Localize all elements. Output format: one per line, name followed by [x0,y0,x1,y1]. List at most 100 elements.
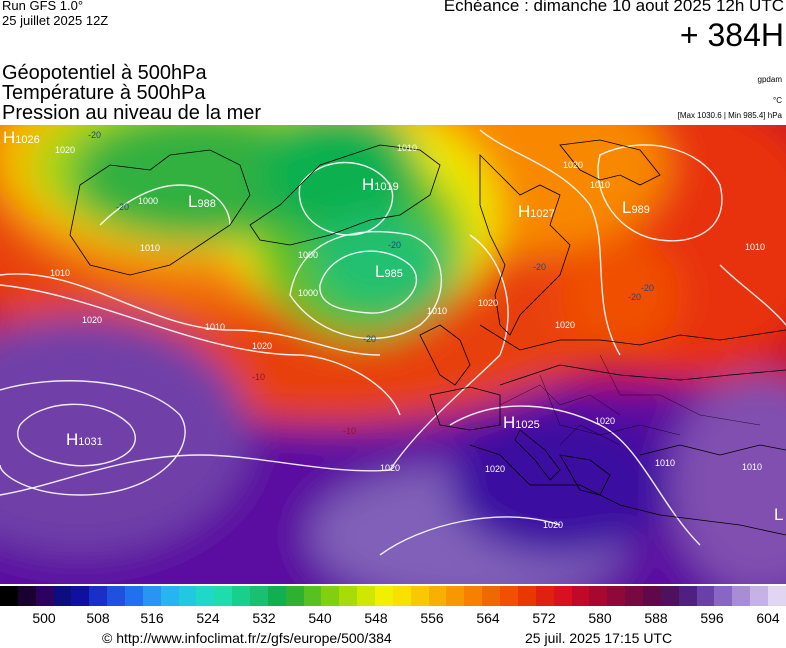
isobar-label: 1020 [252,341,273,351]
colorbar-swatch [35,586,54,606]
colorbar-swatch [482,586,501,606]
coastlines [69,139,786,536]
isobar-label: 1020 [55,145,76,155]
colorbar-tick: 556 [420,610,444,626]
pressure-value: 1031 [78,436,103,448]
temperature-label: -20 [388,240,402,250]
isobar-label: 1020 [82,315,103,325]
pressure-value: 989 [631,204,650,216]
colorbar-tick: 516 [140,610,164,626]
colorbar-swatch [714,586,733,606]
lead-time: + 384H [679,17,784,53]
colorbar-swatch [17,586,36,606]
colorbar-tick: 572 [532,610,556,626]
isobar-label: 1000 [298,250,319,260]
pressure-center-high: H1019 [362,175,399,194]
colorbar-swatch [339,586,358,606]
colorbar-swatch [321,586,340,606]
colorbar-swatch [410,586,429,606]
run-label: Run GFS 1.0° [2,0,84,13]
pressure-min-max: [Max 1030.6 | Min 985.4] hPa [677,111,782,120]
colorbar-swatch [589,586,608,606]
colorbar-tick: 604 [756,610,780,626]
colorbar-swatch [392,586,411,606]
colorbar-swatch [303,586,322,606]
isobar-label: 1020 [595,416,616,426]
colorbar-swatch [535,586,554,606]
pressure-center-low: L989 [622,198,650,217]
isobar-label: 1020 [380,463,401,473]
colorbar-tick: 596 [700,610,724,626]
title-geopotential: Géopotentiel à 500hPa [2,62,207,84]
run-date: 25 juillet 2025 12Z [2,13,109,28]
temperature-label: -20 [641,283,655,293]
isobar-label: 1000 [138,196,159,206]
colorbar-swatch [250,586,268,606]
pressure-value: 1025 [515,419,540,431]
colorbar-tick: 532 [252,610,276,626]
colorbar-swatch [125,586,143,606]
isobar-label: 1010 [205,322,226,332]
isobar-label: 1020 [563,160,584,170]
isobar-label: 1020 [543,520,564,530]
colorbar-tick: 524 [196,610,220,626]
colorbar-swatch [464,586,483,606]
colorbar-swatch [625,586,643,606]
source-url[interactable]: © http://www.infoclimat.fr/z/gfs/europe/… [102,630,392,646]
title-pressure: Pression au niveau de la mer [2,102,262,124]
colorbar [0,586,786,606]
pressure-value: 1027 [530,208,555,220]
echeance-label: Echéance : dimanche 10 aout 2025 12h UTC [443,0,784,15]
isobar-label: 1000 [298,288,319,298]
temperature-label: -20 [628,292,642,302]
pressure-value: 988 [197,198,216,210]
colorbar-swatch [267,586,286,606]
temperature-label: -20 [533,262,547,272]
pressure-value: 985 [384,268,403,280]
colorbar-swatch [214,586,233,606]
title-temperature: Température à 500hPa [2,82,206,104]
pressure-center-high: H1026 [3,128,40,147]
pressure-center-low: L985 [375,262,403,281]
temperature-label: -20 [363,334,377,344]
pressure-center-low: L988 [188,192,216,211]
colorbar-swatch [107,586,126,606]
colorbar-swatch [607,586,626,606]
colorbar-swatch [71,586,90,606]
pressure-value: 1019 [374,181,399,193]
colorbar-tick: 580 [588,610,612,626]
unit-celsius: °C [773,96,782,105]
colorbar-tick: 548 [364,610,388,626]
colorbar-swatch [285,586,304,606]
colorbar-swatch [642,586,661,606]
colorbar-swatch [696,586,715,606]
isobar-label: 1010 [742,462,763,472]
country-borders [499,354,761,446]
colorbar-swatch [375,586,393,606]
temperature-label: -20 [116,202,130,212]
colorbar-swatch [142,586,161,606]
isobar-label: 1010 [397,143,418,153]
colorbar-swatch [660,586,679,606]
isobars [0,129,786,556]
isobar-label: 1020 [478,298,499,308]
colorbar-tick: 508 [86,610,110,626]
isobar-label: 1010 [427,306,448,316]
isobar-label: 1010 [655,458,676,468]
colorbar-tick: 564 [476,610,500,626]
generation-date: 25 juil. 2025 17:15 UTC [525,630,673,646]
temperature-label: -20 [88,130,102,140]
colorbar-swatch [178,586,197,606]
temperature-label: -10 [252,372,266,382]
colorbar-swatch [446,586,465,606]
colorbar-swatch [357,586,376,606]
colorbar-swatch [232,586,251,606]
colorbar-swatch [767,586,786,606]
colorbar-swatch [89,586,108,606]
colorbar-swatch [571,586,590,606]
pressure-center-high: H1025 [503,413,540,432]
isobar-label: 1010 [50,268,71,278]
colorbar-swatch [500,586,518,606]
colorbar-swatch [517,586,536,606]
colorbar-swatch [750,586,768,606]
